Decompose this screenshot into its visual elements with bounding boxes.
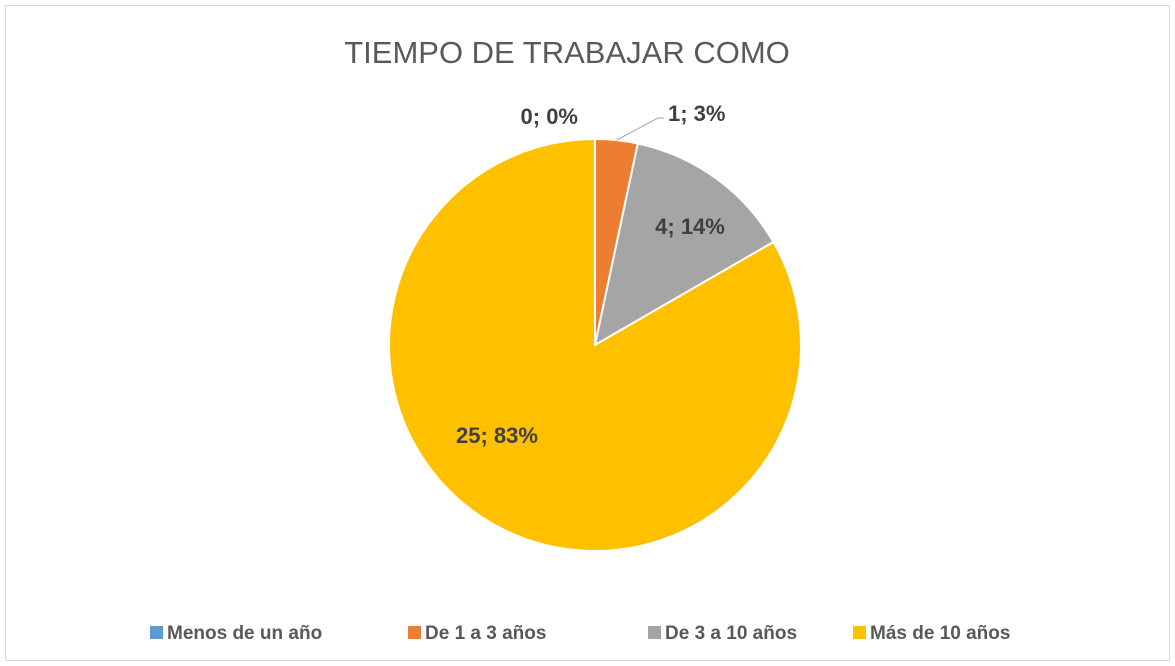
pie-slice	[593, 142, 775, 347]
data-label: 25; 83%	[456, 423, 538, 448]
legend-label: Más de 10 años	[870, 623, 1010, 644]
chart-title: TIEMPO DE TRABAJAR COMO	[344, 35, 790, 70]
legend-label: De 1 a 3 años	[425, 623, 546, 644]
legend-swatch	[150, 626, 163, 639]
legend-swatch	[648, 626, 661, 639]
leader-line	[616, 117, 664, 141]
data-label: 4; 14%	[655, 214, 725, 239]
legend-label: De 3 a 10 años	[665, 623, 797, 644]
data-label: 1; 3%	[668, 101, 725, 126]
legend-swatch	[408, 626, 421, 639]
pie-slice	[388, 137, 802, 552]
data-label: 0; 0%	[521, 104, 578, 129]
legend-swatch	[853, 626, 866, 639]
legend-label: Menos de un año	[167, 623, 322, 644]
